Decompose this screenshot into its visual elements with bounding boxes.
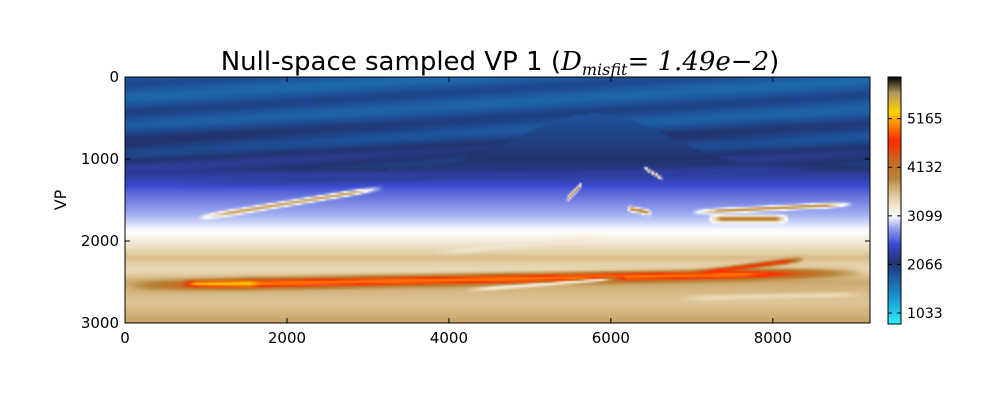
y-axis: 0 1000 2000 3000	[81, 68, 870, 332]
x-tick-label: 4000	[430, 329, 468, 347]
x-axis: 0 2000 4000 6000 8000	[120, 77, 792, 347]
title-suffix: )	[769, 47, 779, 77]
colorbar: 1033 2066 3099 4132 5165	[887, 76, 943, 325]
y-tick-label: 1000	[81, 150, 119, 168]
colorbar-gradient	[888, 77, 901, 324]
x-tick-label: 6000	[592, 329, 630, 347]
y-tick-label: 3000	[81, 314, 119, 332]
colorbar-tick-label: 3099	[907, 209, 943, 225]
chart-title: Null-space sampled VP 1 (Dmisfit= 1.49e−…	[221, 47, 780, 79]
colorbar-tick-label: 1033	[907, 306, 943, 322]
x-tick-label: 0	[120, 329, 130, 347]
colorbar-tick-label: 5165	[907, 112, 943, 128]
colorbar-tick-label: 4132	[907, 160, 943, 176]
y-tick-label: 2000	[81, 232, 119, 250]
heatmap-image	[125, 77, 870, 323]
title-math-subscript: misfit	[582, 60, 628, 79]
y-axis-label: VP	[51, 189, 70, 210]
x-tick-label: 8000	[754, 329, 792, 347]
title-math-symbol: D	[560, 47, 582, 77]
title-prefix: Null-space sampled VP 1 (	[221, 47, 561, 77]
plot-area	[124, 76, 871, 324]
x-tick-label: 2000	[268, 329, 306, 347]
plot-frame	[124, 76, 871, 324]
title-math-rest: = 1.49e−2	[627, 47, 769, 77]
colorbar-ticks: 1033 2066 3099 4132 5165	[888, 112, 943, 322]
colorbar-tick-label: 2066	[907, 257, 943, 273]
colorbar-frame	[887, 76, 902, 325]
y-tick-label: 0	[109, 68, 119, 86]
